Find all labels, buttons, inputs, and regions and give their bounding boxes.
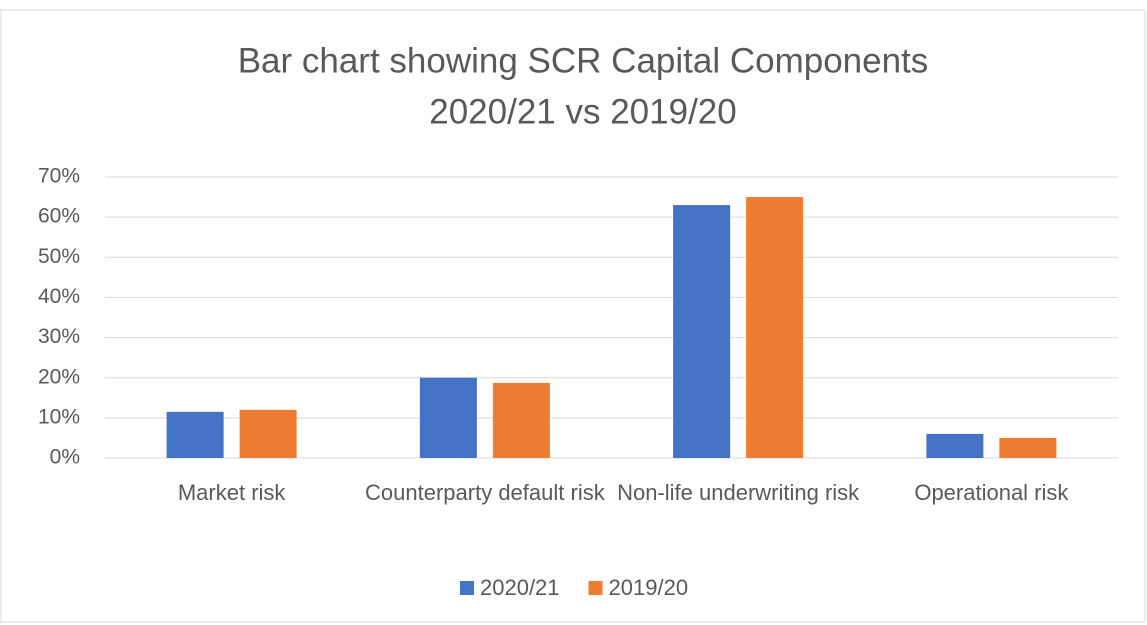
y-tick-label: 50% (38, 245, 80, 268)
chart-border (0, 9, 1146, 623)
bar (746, 197, 804, 459)
x-tick-label: Operational risk (914, 480, 1069, 505)
x-tick-label: Market risk (178, 480, 287, 505)
bar (166, 411, 224, 458)
bar (926, 433, 984, 458)
y-tick-label: 20% (38, 365, 80, 388)
bar (419, 377, 477, 458)
bar (999, 437, 1057, 458)
bar (673, 205, 731, 458)
y-tick-label: 60% (38, 205, 80, 228)
bar (492, 382, 550, 458)
bar (239, 409, 297, 458)
chart-title: 2020/21 vs 2019/20 (429, 92, 736, 131)
legend-swatch (588, 581, 603, 595)
y-tick-label: 70% (38, 165, 80, 188)
legend-label: 2020/21 (480, 575, 560, 600)
chart-title: Bar chart showing SCR Capital Components (238, 41, 929, 80)
legend-swatch (460, 581, 474, 595)
y-tick-label: 10% (38, 405, 80, 428)
y-tick-label: 30% (38, 325, 80, 348)
y-tick-label: 40% (38, 285, 80, 308)
y-tick-label: 0% (50, 446, 80, 469)
x-tick-label: Counterparty default risk (365, 480, 606, 505)
legend-label: 2019/20 (609, 575, 689, 600)
x-tick-label: Non-life underwriting risk (617, 480, 860, 505)
